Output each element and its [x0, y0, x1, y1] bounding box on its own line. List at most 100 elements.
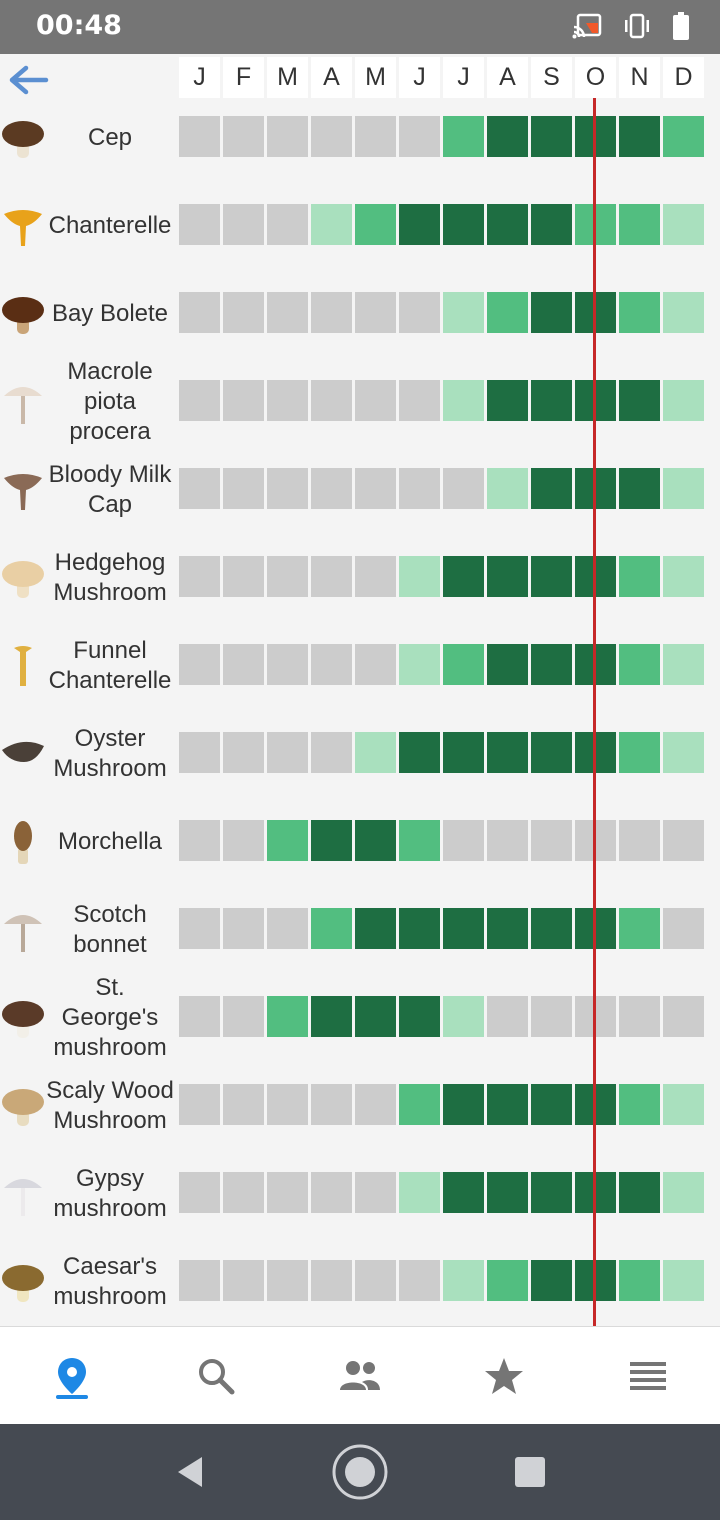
species-row[interactable]: Bay Bolete	[0, 274, 720, 362]
season-cell	[355, 380, 396, 421]
season-cell	[487, 732, 528, 773]
season-cell	[663, 1260, 704, 1301]
month-header-3: A	[311, 57, 352, 98]
season-cell	[443, 1260, 484, 1301]
species-name: Bay Bolete	[51, 300, 169, 327]
season-cell	[311, 116, 352, 157]
season-cell	[443, 996, 484, 1037]
system-recents-button[interactable]	[490, 1424, 570, 1520]
season-cell	[399, 996, 440, 1037]
season-cell	[619, 468, 660, 509]
season-cell	[619, 380, 660, 421]
season-cell	[663, 204, 704, 245]
season-cell	[619, 292, 660, 333]
system-nav-bar	[0, 1424, 720, 1520]
species-row[interactable]: Caesar's mushroom	[0, 1242, 720, 1326]
season-cell	[267, 644, 308, 685]
nav-map[interactable]	[0, 1327, 144, 1425]
season-cell	[179, 468, 220, 509]
season-cell	[663, 996, 704, 1037]
species-row[interactable]: Macrole piota procera	[0, 358, 720, 450]
month-header-9: O	[575, 57, 616, 98]
battery-icon	[672, 12, 690, 40]
season-cell	[267, 204, 308, 245]
season-cell	[179, 292, 220, 333]
status-bar: 00:48	[0, 0, 720, 54]
species-row[interactable]: Morchella	[0, 802, 720, 890]
species-row[interactable]: Funnel Chanterelle	[0, 626, 720, 714]
home-circle-icon	[332, 1444, 388, 1500]
season-cell	[179, 996, 220, 1037]
chanterelle-mushroom-icon	[0, 202, 46, 252]
species-row[interactable]: Scaly Wood Mushroom	[0, 1066, 720, 1154]
bottom-nav	[0, 1326, 720, 1425]
back-button[interactable]	[4, 60, 52, 100]
season-cell	[663, 116, 704, 157]
season-cell	[179, 556, 220, 597]
month-header-0: J	[179, 57, 220, 98]
nav-menu[interactable]	[576, 1327, 720, 1425]
season-cell	[443, 908, 484, 949]
species-row[interactable]: Chanterelle	[0, 186, 720, 274]
season-cell	[443, 1172, 484, 1213]
cep-mushroom-icon	[0, 114, 46, 164]
month-header-7: A	[487, 57, 528, 98]
season-cell	[531, 644, 572, 685]
season-cell	[619, 204, 660, 245]
nav-favorites[interactable]	[432, 1327, 576, 1425]
nav-search[interactable]	[144, 1327, 288, 1425]
season-cell	[223, 1084, 264, 1125]
season-cell	[311, 292, 352, 333]
season-cell	[531, 1084, 572, 1125]
season-cell	[443, 292, 484, 333]
season-cell	[267, 1260, 308, 1301]
season-cell	[267, 732, 308, 773]
season-cell	[531, 292, 572, 333]
species-row[interactable]: Oyster Mushroom	[0, 714, 720, 802]
system-home-button[interactable]	[320, 1424, 400, 1520]
season-cell	[223, 1172, 264, 1213]
season-cell	[355, 204, 396, 245]
nav-community[interactable]	[288, 1327, 432, 1425]
species-name: Funnel Chanterelle	[48, 637, 172, 694]
species-row[interactable]: Gypsy mushroom	[0, 1154, 720, 1242]
milk-cap-mushroom-icon	[0, 466, 46, 516]
season-cell	[399, 204, 440, 245]
season-cell	[179, 1084, 220, 1125]
season-cell	[311, 732, 352, 773]
season-cell	[311, 380, 352, 421]
system-back-button[interactable]	[150, 1424, 230, 1520]
gypsy-mushroom-icon	[0, 1170, 46, 1220]
oyster-mushroom-icon	[0, 730, 46, 780]
season-grid: Caesar's mushroom Gypsy mushroom Scaly W…	[0, 98, 720, 1326]
species-name: Gypsy mushroom	[53, 1165, 167, 1222]
season-cell	[619, 1172, 660, 1213]
season-cell	[663, 556, 704, 597]
species-name: Macrole piota procera	[67, 358, 153, 445]
species-name: Caesar's mushroom	[53, 1253, 167, 1310]
species-row[interactable]: Scotch bonnet	[0, 890, 720, 978]
season-cell	[267, 996, 308, 1037]
species-row[interactable]: Bloody Milk Cap	[0, 450, 720, 538]
season-cell	[311, 556, 352, 597]
list-icon	[630, 1362, 666, 1390]
nav-active-indicator	[56, 1395, 88, 1399]
bay-bolete-mushroom-icon	[0, 290, 46, 340]
season-cell	[619, 1084, 660, 1125]
season-cell	[531, 556, 572, 597]
species-row[interactable]: St. George's mushroom	[0, 974, 720, 1066]
species-name: Scaly Wood Mushroom	[46, 1077, 174, 1134]
species-row[interactable]: Hedgehog Mushroom	[0, 538, 720, 626]
season-cell	[531, 1260, 572, 1301]
season-cell	[355, 996, 396, 1037]
season-cell	[663, 644, 704, 685]
st-georges-mushroom-icon	[0, 994, 46, 1044]
season-cell	[487, 644, 528, 685]
morel-mushroom-icon	[0, 818, 46, 868]
season-cell	[223, 468, 264, 509]
month-header-1: F	[223, 57, 264, 98]
season-cell	[487, 820, 528, 861]
species-row[interactable]: Cep	[0, 98, 720, 186]
season-cell	[663, 908, 704, 949]
